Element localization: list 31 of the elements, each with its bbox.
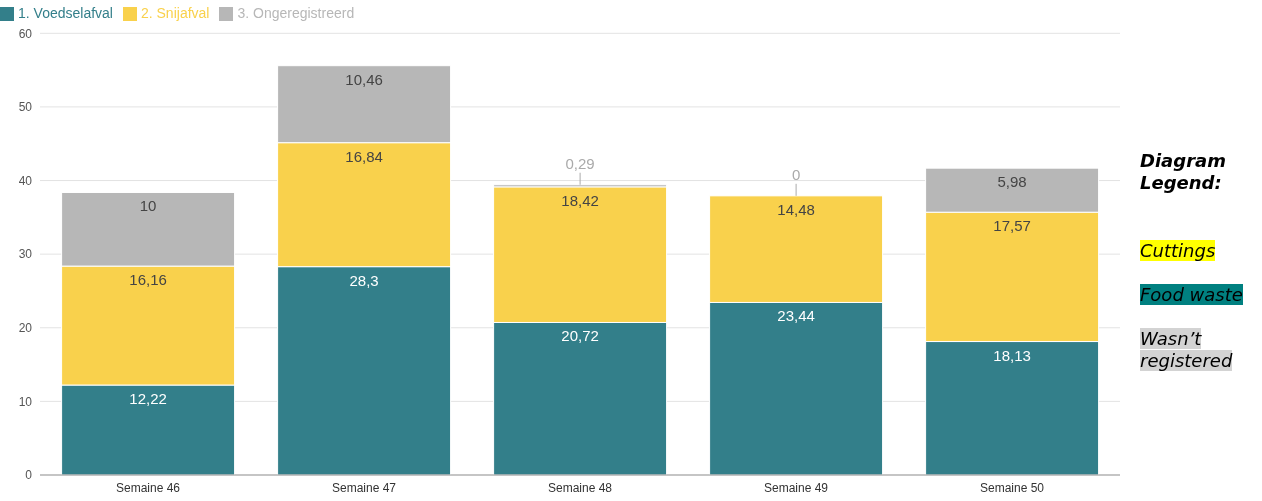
- data-label: 14,48: [777, 200, 815, 218]
- x-tick-label: Semaine 46: [115, 480, 181, 495]
- y-tick-label: 40: [18, 173, 33, 188]
- legend-label: 1. Voedselafval: [18, 5, 113, 21]
- data-label: 18,13: [993, 346, 1031, 364]
- y-tick-label: 60: [18, 26, 33, 41]
- legend-label: 2. Snijafval: [140, 5, 210, 21]
- data-label: 18,42: [561, 191, 599, 209]
- data-label: 16,16: [129, 271, 167, 289]
- y-tick-label: 50: [18, 100, 33, 115]
- data-label: 17,57: [993, 217, 1031, 235]
- data-label: 16,84: [345, 147, 383, 165]
- data-label: 0,29: [565, 154, 595, 172]
- x-tick-label: Semaine 48: [547, 480, 613, 495]
- data-label: 0: [791, 165, 801, 183]
- x-tick-label: Semaine 49: [763, 480, 829, 495]
- data-label: 10,46: [345, 70, 383, 88]
- legend-card: Diagram Legend: Cuttings Food waste Wasn’t registered: [1140, 150, 1260, 394]
- data-label: 10: [139, 197, 157, 215]
- y-tick-label: 0: [25, 468, 33, 483]
- y-tick-label: 30: [18, 247, 33, 262]
- y-tick-label: 20: [18, 321, 33, 336]
- y-tick-label: 10: [18, 394, 33, 409]
- legend-label: 3. Ongeregistreerd: [237, 5, 355, 21]
- x-tick-label: Semaine 50: [979, 480, 1045, 495]
- data-label: 20,72: [561, 327, 599, 345]
- data-label: 12,22: [129, 390, 167, 408]
- data-label: 23,44: [777, 307, 815, 325]
- data-label: 5,98: [997, 173, 1027, 191]
- x-tick-label: Semaine 47: [331, 480, 397, 495]
- data-label: 28,3: [349, 271, 379, 289]
